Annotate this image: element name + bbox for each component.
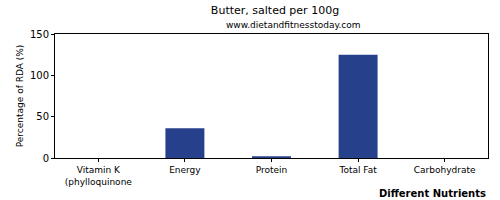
svg-text:100: 100 [30,70,49,81]
svg-text:Energy: Energy [169,165,201,175]
svg-text:Percentage of RDA (%): Percentage of RDA (%) [15,45,25,148]
svg-text:Carbohydrate: Carbohydrate [414,165,476,175]
svg-text:Vitamin K(phylloquinone: Vitamin K(phylloquinone [65,165,133,187]
svg-text:50: 50 [36,111,49,122]
svg-text:Different Nutrients: Different Nutrients [379,188,486,199]
svg-text:Total Fat: Total Fat [338,165,377,175]
svg-text:0: 0 [43,153,49,164]
svg-text:www.dietandfitnesstoday.com: www.dietandfitnesstoday.com [226,20,361,30]
svg-text:Butter, salted per 100g: Butter, salted per 100g [211,4,339,17]
svg-text:Protein: Protein [256,165,288,175]
svg-text:150: 150 [30,29,49,40]
